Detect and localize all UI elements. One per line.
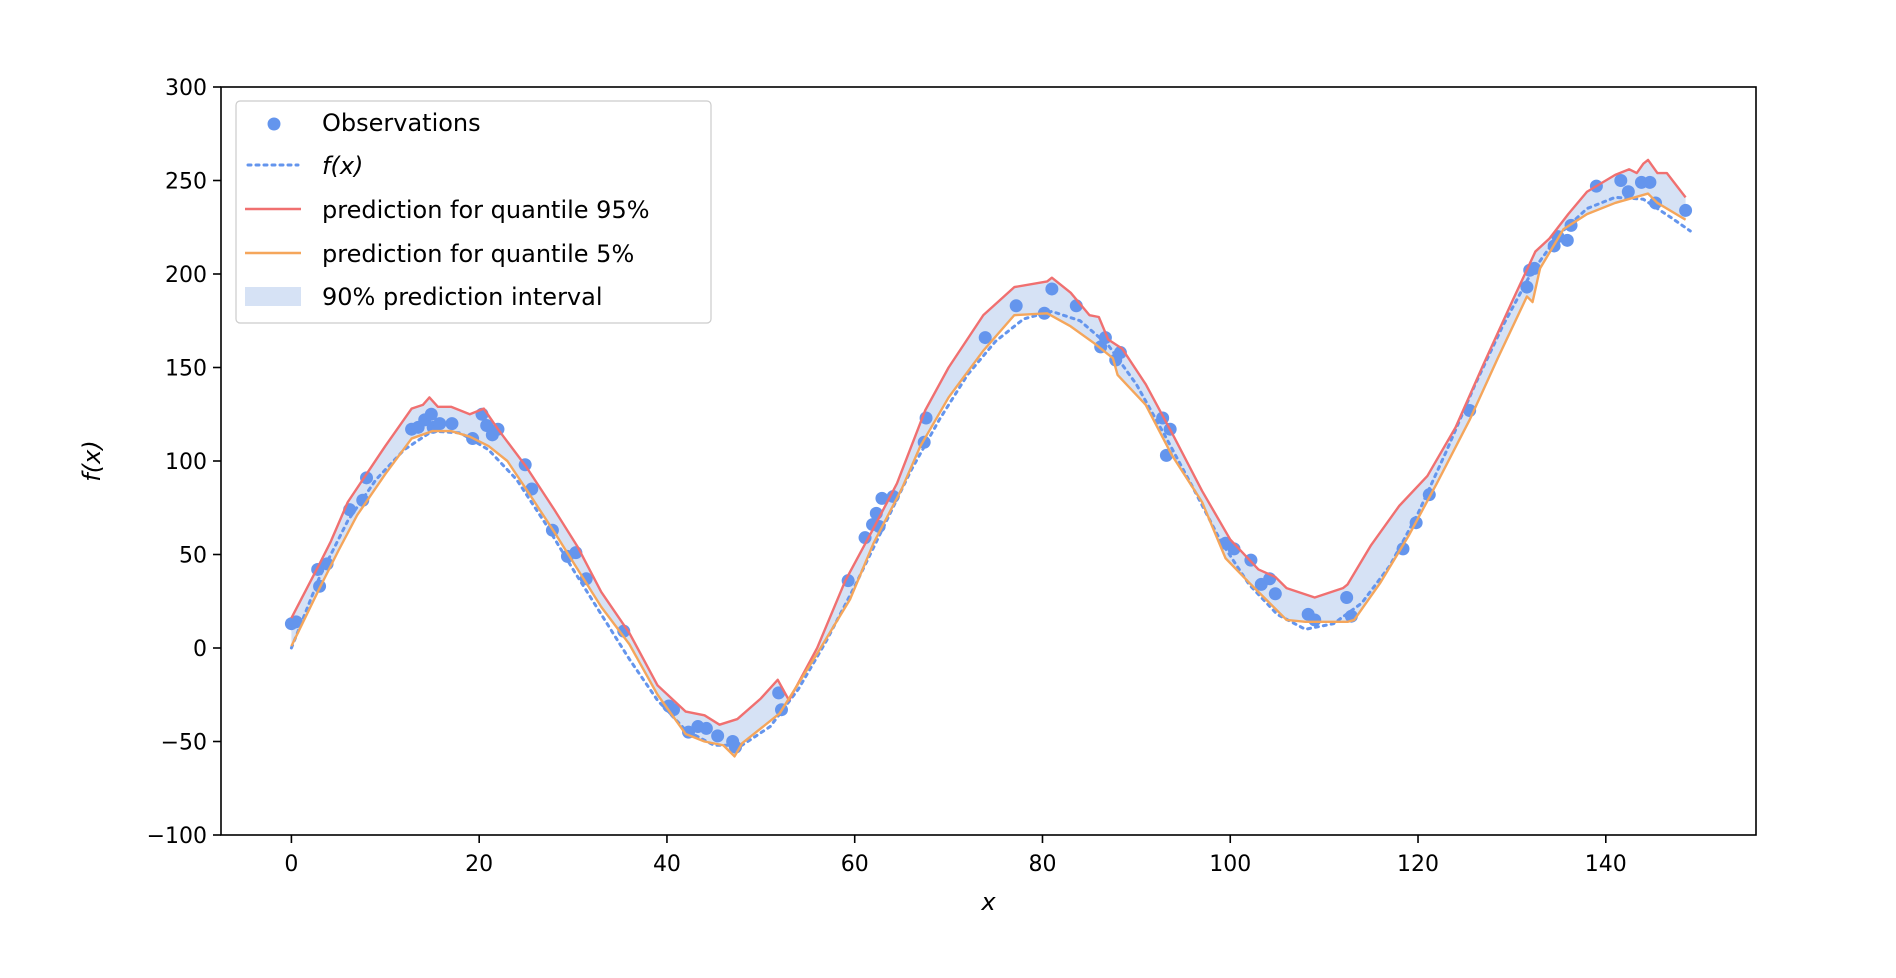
observation-point	[1340, 591, 1354, 605]
observation-point	[1679, 203, 1693, 217]
y-tick-label: 150	[165, 357, 207, 382]
x-ticks: 0 20 40 60 80 100 120 140	[284, 835, 1627, 877]
x-tick-label: 140	[1585, 852, 1627, 877]
x-tick-label: 100	[1209, 852, 1251, 877]
legend-marker-observations	[267, 117, 281, 131]
observation-point	[1308, 613, 1322, 627]
y-axis-label: f(x)	[78, 440, 106, 481]
observation-point	[1614, 174, 1628, 187]
observation-point	[480, 418, 494, 432]
y-tick-label: 50	[179, 544, 207, 569]
observation-point	[1621, 185, 1635, 199]
legend-box	[235, 100, 712, 324]
legend-label-q5: prediction for quantile 5%	[322, 240, 634, 268]
legend-label-q95: prediction for quantile 95%	[322, 196, 650, 224]
observation-point	[424, 407, 438, 421]
observation-point	[978, 331, 992, 345]
y-tick-label: 250	[165, 170, 207, 195]
observation-point	[1643, 175, 1657, 189]
x-tick-label: 60	[841, 852, 869, 877]
observation-point	[875, 491, 889, 505]
observation-point	[699, 721, 713, 735]
y-tick-label: 200	[165, 263, 207, 288]
legend-label-observations: Observations	[322, 109, 481, 137]
observation-point	[433, 417, 447, 431]
observation-point	[445, 417, 459, 431]
legend-patch-interval	[245, 287, 301, 306]
x-tick-label: 0	[284, 852, 298, 877]
observation-point	[1560, 233, 1574, 247]
y-tick-label: 300	[165, 76, 207, 101]
plot-area	[284, 158, 1693, 758]
x-tick-label: 20	[465, 852, 493, 877]
legend-label-interval: 90% prediction interval	[322, 283, 603, 311]
observation-point	[858, 531, 872, 545]
legend: Observations f(x) prediction for quantil…	[235, 100, 712, 324]
prediction-interval-band	[291, 159, 1686, 757]
y-tick-label: −100	[147, 824, 207, 849]
x-tick-label: 40	[653, 852, 681, 877]
observation-point	[711, 729, 725, 743]
x-tick-label: 120	[1397, 852, 1439, 877]
x-axis-label: x	[980, 888, 996, 916]
y-tick-label: 0	[193, 637, 207, 662]
y-tick-label: 100	[165, 450, 207, 475]
y-tick-label: −50	[161, 731, 207, 756]
x-tick-label: 80	[1028, 852, 1056, 877]
observation-point	[1045, 282, 1059, 296]
observation-point	[1268, 587, 1282, 601]
observation-point	[1009, 299, 1023, 313]
observation-point	[1649, 196, 1663, 210]
legend-label-fx: f(x)	[322, 152, 363, 180]
q5-line	[290, 192, 1687, 758]
axes: 0 20 40 60 80 100 120 140 −100 −50 0 50 100 150 200 25…	[78, 76, 1757, 916]
observation-point	[1520, 280, 1534, 294]
q95-line	[290, 158, 1687, 726]
y-ticks: −100 −50 0 50 100 150 200 250 300	[147, 76, 221, 849]
